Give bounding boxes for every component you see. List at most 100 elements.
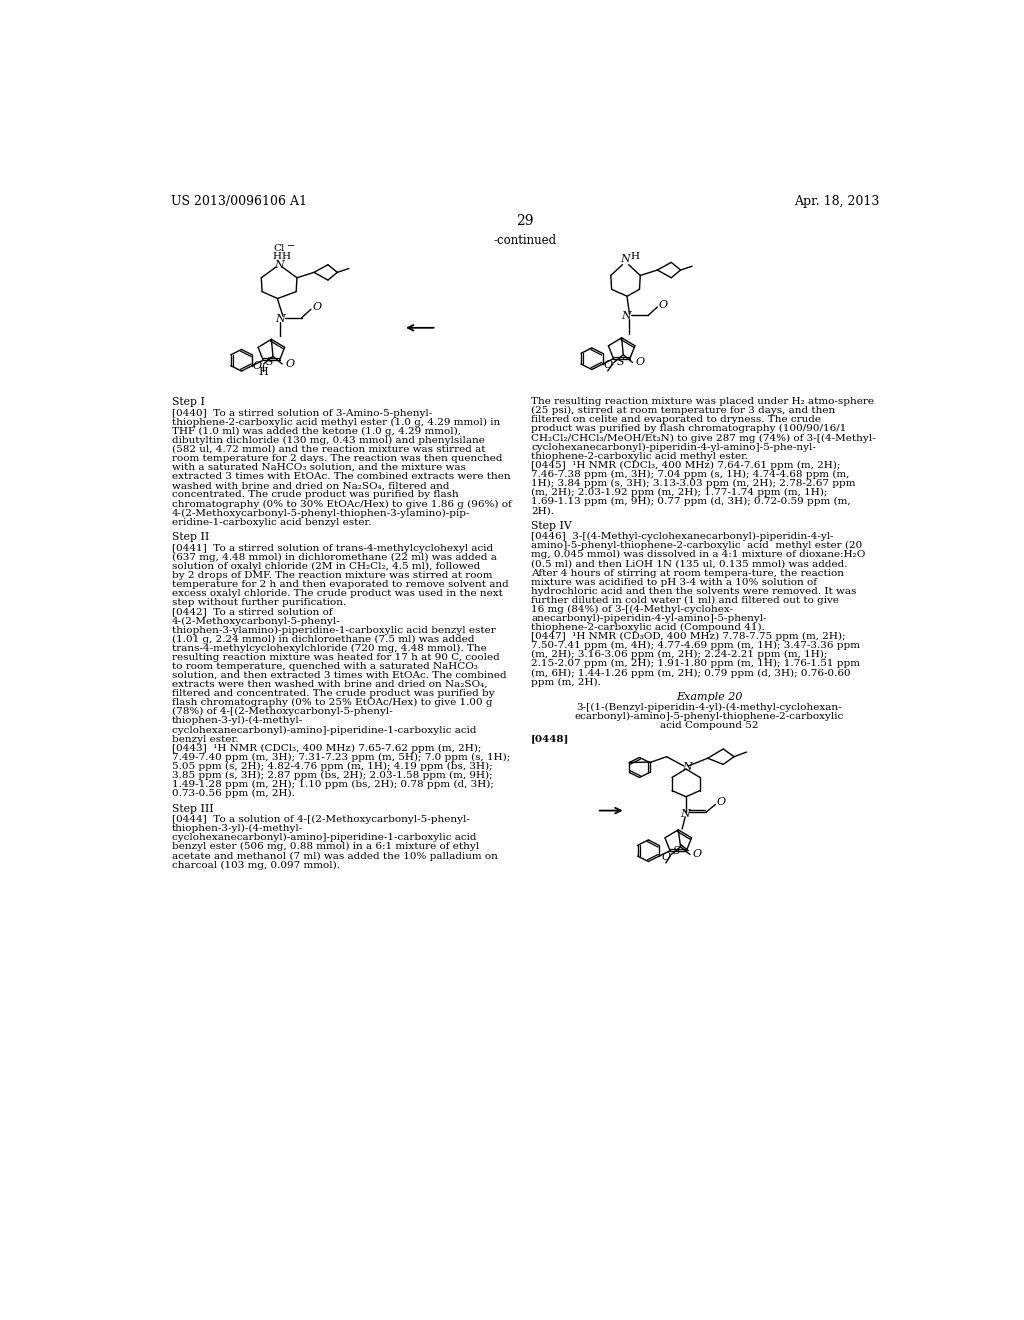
Text: N: N — [275, 314, 285, 323]
Text: chromatography (0% to 30% EtOAc/Hex) to give 1.86 g (96%) of: chromatography (0% to 30% EtOAc/Hex) to … — [172, 499, 512, 508]
Text: by 2 drops of DMF. The reaction mixture was stirred at room: by 2 drops of DMF. The reaction mixture … — [172, 572, 493, 579]
Text: (m, 2H); 2.03-1.92 ppm (m, 2H); 1.77-1.74 ppm (m, 1H);: (m, 2H); 2.03-1.92 ppm (m, 2H); 1.77-1.7… — [531, 488, 827, 498]
Text: (637 mg, 4.48 mmol) in dichloromethane (22 ml) was added a: (637 mg, 4.48 mmol) in dichloromethane (… — [172, 553, 497, 562]
Text: H: H — [282, 252, 291, 261]
Text: 4-(2-Methoxycarbonyl-5-phenyl-thiophen-3-ylamino)-pip-: 4-(2-Methoxycarbonyl-5-phenyl-thiophen-3… — [172, 508, 471, 517]
Text: step without further purification.: step without further purification. — [172, 598, 346, 607]
Text: 1.49-1.28 ppm (m, 2H); 1.10 ppm (bs, 2H); 0.78 ppm (d, 3H);: 1.49-1.28 ppm (m, 2H); 1.10 ppm (bs, 2H)… — [172, 780, 494, 789]
Text: thiophen-3-yl)-(4-methyl-: thiophen-3-yl)-(4-methyl- — [172, 717, 303, 726]
Text: S: S — [616, 358, 624, 367]
Text: acid Compound 52: acid Compound 52 — [660, 721, 759, 730]
Text: room temperature for 2 days. The reaction was then quenched: room temperature for 2 days. The reactio… — [172, 454, 503, 463]
Text: O: O — [693, 850, 702, 859]
Text: [0443]  ¹H NMR (CDCl₃, 400 MHz) 7.65-7.62 ppm (m, 2H);: [0443] ¹H NMR (CDCl₃, 400 MHz) 7.65-7.62… — [172, 743, 481, 752]
Text: Step I: Step I — [172, 397, 205, 407]
Text: cyclohexanecarbonyl)-piperidin-4-yl-amino]-5-phe-nyl-: cyclohexanecarbonyl)-piperidin-4-yl-amin… — [531, 442, 816, 451]
Text: [0445]  ¹H NMR (CDCl₃, 400 MHz) 7.64-7.61 ppm (m, 2H);: [0445] ¹H NMR (CDCl₃, 400 MHz) 7.64-7.61… — [531, 461, 841, 470]
Text: (78%) of 4-[(2-Methoxycarbonyl-5-phenyl-: (78%) of 4-[(2-Methoxycarbonyl-5-phenyl- — [172, 708, 393, 717]
Text: Apr. 18, 2013: Apr. 18, 2013 — [794, 195, 879, 209]
Text: filtered and concentrated. The crude product was purified by: filtered and concentrated. The crude pro… — [172, 689, 495, 698]
Text: (0.5 ml) and then LiOH 1N (135 ul, 0.135 mmol) was added.: (0.5 ml) and then LiOH 1N (135 ul, 0.135… — [531, 560, 848, 569]
Text: N: N — [621, 255, 631, 264]
Text: cyclohexanecarbonyl)-amino]-piperidine-1-carboxylic acid: cyclohexanecarbonyl)-amino]-piperidine-1… — [172, 833, 477, 842]
Text: S: S — [266, 358, 273, 367]
Text: US 2013/0096106 A1: US 2013/0096106 A1 — [171, 195, 306, 209]
Text: benzyl ester.: benzyl ester. — [172, 734, 239, 743]
Text: Step IV: Step IV — [531, 520, 571, 531]
Text: to room temperature, quenched with a saturated NaHCO₃: to room temperature, quenched with a sat… — [172, 661, 478, 671]
Text: (m, 2H); 3.16-3.06 ppm (m, 2H); 2.24-2.21 ppm (m, 1H);: (m, 2H); 3.16-3.06 ppm (m, 2H); 2.24-2.2… — [531, 651, 827, 660]
Text: ecarbonyl)-amino]-5-phenyl-thiophene-2-carboxylic: ecarbonyl)-amino]-5-phenyl-thiophene-2-c… — [574, 711, 844, 721]
Text: thiophen-3-ylamino)-piperidine-1-carboxylic acid benzyl ester: thiophen-3-ylamino)-piperidine-1-carboxy… — [172, 626, 496, 635]
Text: O: O — [662, 851, 671, 862]
Text: Step III: Step III — [172, 804, 214, 813]
Text: dibutyltin dichloride (130 mg, 0.43 mmol) and phenylsilane: dibutyltin dichloride (130 mg, 0.43 mmol… — [172, 436, 485, 445]
Text: hydrochloric acid and then the solvents were removed. It was: hydrochloric acid and then the solvents … — [531, 586, 856, 595]
Text: Example 20: Example 20 — [676, 692, 742, 702]
Text: acetate and methanol (7 ml) was added the 10% palladium on: acetate and methanol (7 ml) was added th… — [172, 851, 498, 861]
Text: N: N — [680, 809, 690, 818]
Text: After 4 hours of stirring at room tempera-ture, the reaction: After 4 hours of stirring at room temper… — [531, 569, 844, 578]
Text: filtered on celite and evaporated to dryness. The crude: filtered on celite and evaporated to dry… — [531, 416, 821, 424]
Text: N: N — [622, 312, 631, 321]
Text: 4-(2-Methoxycarbonyl-5-phenyl-: 4-(2-Methoxycarbonyl-5-phenyl- — [172, 616, 341, 626]
Text: mg, 0.045 mmol) was dissolved in a 4:1 mixture of dioxane:H₂O: mg, 0.045 mmol) was dissolved in a 4:1 m… — [531, 550, 865, 560]
Text: washed with brine and dried on Na₂SO₄, filtered and: washed with brine and dried on Na₂SO₄, f… — [172, 482, 450, 490]
Text: CH₂Cl₂/CHCl₃/MeOH/Et₃N) to give 287 mg (74%) of 3-[(4-Methyl-: CH₂Cl₂/CHCl₃/MeOH/Et₃N) to give 287 mg (… — [531, 433, 876, 442]
Text: O: O — [286, 359, 295, 370]
Text: The resulting reaction mixture was placed under H₂ atmo-sphere: The resulting reaction mixture was place… — [531, 397, 874, 407]
Text: O: O — [253, 362, 262, 371]
Text: O: O — [717, 797, 726, 807]
Text: cyclohexanecarbonyl)-amino]-piperidine-1-carboxylic acid: cyclohexanecarbonyl)-amino]-piperidine-1… — [172, 726, 477, 734]
Text: extracted 3 times with EtOAc. The combined extracts were then: extracted 3 times with EtOAc. The combin… — [172, 473, 511, 482]
Text: flash chromatography (0% to 25% EtOAc/Hex) to give 1.00 g: flash chromatography (0% to 25% EtOAc/He… — [172, 698, 493, 708]
Text: anecarbonyl)-piperidin-4-yl-amino]-5-phenyl-: anecarbonyl)-piperidin-4-yl-amino]-5-phe… — [531, 614, 767, 623]
Text: [0444]  To a solution of 4-[(2-Methoxycarbonyl-5-phenyl-: [0444] To a solution of 4-[(2-Methoxycar… — [172, 814, 470, 824]
Text: N: N — [274, 260, 284, 269]
Text: thiophene-2-carboxylic acid methyl ester (1.0 g, 4.29 mmol) in: thiophene-2-carboxylic acid methyl ester… — [172, 417, 501, 426]
Text: H: H — [259, 367, 268, 378]
Text: solution of oxalyl chloride (2M in CH₂Cl₂, 4.5 ml), followed: solution of oxalyl chloride (2M in CH₂Cl… — [172, 562, 480, 572]
Text: concentrated. The crude product was purified by flash: concentrated. The crude product was puri… — [172, 491, 459, 499]
Text: Step II: Step II — [172, 532, 210, 543]
Text: solution, and then extracted 3 times with EtOAc. The combined: solution, and then extracted 3 times wit… — [172, 671, 507, 680]
Text: (1.01 g, 2.24 mmol) in dichloroethane (7.5 ml) was added: (1.01 g, 2.24 mmol) in dichloroethane (7… — [172, 635, 475, 644]
Text: 5.05 ppm (s, 2H); 4.82-4.76 ppm (m, 1H); 4.19 ppm (bs, 3H);: 5.05 ppm (s, 2H); 4.82-4.76 ppm (m, 1H);… — [172, 762, 493, 771]
Text: Cl: Cl — [273, 244, 285, 253]
Text: benzyl ester (506 mg, 0.88 mmol) in a 6:1 mixture of ethyl: benzyl ester (506 mg, 0.88 mmol) in a 6:… — [172, 842, 479, 851]
Text: 7.49-7.40 ppm (m, 3H); 7.31-7.23 ppm (m, 5H); 7.0 ppm (s, 1H);: 7.49-7.40 ppm (m, 3H); 7.31-7.23 ppm (m,… — [172, 752, 510, 762]
Text: -continued: -continued — [494, 234, 556, 247]
Text: 16 mg (84%) of 3-[(4-Methyl-cyclohex-: 16 mg (84%) of 3-[(4-Methyl-cyclohex- — [531, 605, 733, 614]
Text: thiophene-2-carboxylic acid (Compound 41).: thiophene-2-carboxylic acid (Compound 41… — [531, 623, 765, 632]
Text: S: S — [673, 846, 681, 857]
Text: resulting reaction mixture was heated for 17 h at 90 C, cooled: resulting reaction mixture was heated fo… — [172, 652, 500, 661]
Text: excess oxalyl chloride. The crude product was used in the next: excess oxalyl chloride. The crude produc… — [172, 589, 503, 598]
Text: further diluted in cold water (1 ml) and filtered out to give: further diluted in cold water (1 ml) and… — [531, 595, 839, 605]
Text: extracts were then washed with brine and dried on Na₂SO₄,: extracts were then washed with brine and… — [172, 680, 487, 689]
Text: [0448]: [0448] — [531, 734, 569, 743]
Text: thiophene-2-carboxylic acid methyl ester.: thiophene-2-carboxylic acid methyl ester… — [531, 451, 749, 461]
Text: thiophen-3-yl)-(4-methyl-: thiophen-3-yl)-(4-methyl- — [172, 824, 303, 833]
Text: charcoal (103 mg, 0.097 mmol).: charcoal (103 mg, 0.097 mmol). — [172, 861, 340, 870]
Text: with a saturated NaHCO₃ solution, and the mixture was: with a saturated NaHCO₃ solution, and th… — [172, 463, 466, 473]
Text: [0447]  ¹H NMR (CD₃OD, 400 MHz) 7.78-7.75 ppm (m, 2H);: [0447] ¹H NMR (CD₃OD, 400 MHz) 7.78-7.75… — [531, 632, 846, 642]
Text: O: O — [603, 360, 612, 370]
Text: 3-[(1-(Benzyl-piperidin-4-yl)-(4-methyl-cyclohexan-: 3-[(1-(Benzyl-piperidin-4-yl)-(4-methyl-… — [577, 702, 842, 711]
Text: 3.85 ppm (s, 3H); 2.87 ppm (bs, 2H); 2.03-1.58 ppm (m, 9H);: 3.85 ppm (s, 3H); 2.87 ppm (bs, 2H); 2.0… — [172, 771, 493, 780]
Text: mixture was acidified to pH 3-4 with a 10% solution of: mixture was acidified to pH 3-4 with a 1… — [531, 578, 817, 586]
Text: 7.50-7.41 ppm (m, 4H); 4.77-4.69 ppm (m, 1H); 3.47-3.36 ppm: 7.50-7.41 ppm (m, 4H); 4.77-4.69 ppm (m,… — [531, 642, 860, 651]
Text: [0440]  To a stirred solution of 3-Amino-5-phenyl-: [0440] To a stirred solution of 3-Amino-… — [172, 409, 432, 417]
Text: THF (1.0 ml) was added the ketone (1.0 g, 4.29 mmol),: THF (1.0 ml) was added the ketone (1.0 g… — [172, 426, 461, 436]
Text: (25 psi), stirred at room temperature for 3 days, and then: (25 psi), stirred at room temperature fo… — [531, 407, 836, 416]
Text: (m, 6H); 1.44-1.26 ppm (m, 2H); 0.79 ppm (d, 3H); 0.76-0.60: (m, 6H); 1.44-1.26 ppm (m, 2H); 0.79 ppm… — [531, 668, 851, 677]
Text: trans-4-methylcyclohexylchloride (720 mg, 4.48 mmol). The: trans-4-methylcyclohexylchloride (720 mg… — [172, 644, 487, 653]
Text: 0.73-0.56 ppm (m, 2H).: 0.73-0.56 ppm (m, 2H). — [172, 789, 295, 799]
Text: 7.46-7.38 ppm (m, 3H); 7.04 ppm (s, 1H); 4.74-4.68 ppm (m,: 7.46-7.38 ppm (m, 3H); 7.04 ppm (s, 1H);… — [531, 470, 849, 479]
Text: H: H — [272, 252, 282, 261]
Text: O: O — [312, 302, 322, 312]
Text: temperature for 2 h and then evaporated to remove solvent and: temperature for 2 h and then evaporated … — [172, 579, 509, 589]
Text: (582 ul, 4.72 mmol) and the reaction mixture was stirred at: (582 ul, 4.72 mmol) and the reaction mix… — [172, 445, 485, 454]
Text: [0441]  To a stirred solution of trans-4-methylcyclohexyl acid: [0441] To a stirred solution of trans-4-… — [172, 544, 494, 553]
Text: 1.69-1.13 ppm (m, 9H); 0.77 ppm (d, 3H); 0.72-0.59 ppm (m,: 1.69-1.13 ppm (m, 9H); 0.77 ppm (d, 3H);… — [531, 498, 851, 506]
Text: 29: 29 — [516, 214, 534, 228]
